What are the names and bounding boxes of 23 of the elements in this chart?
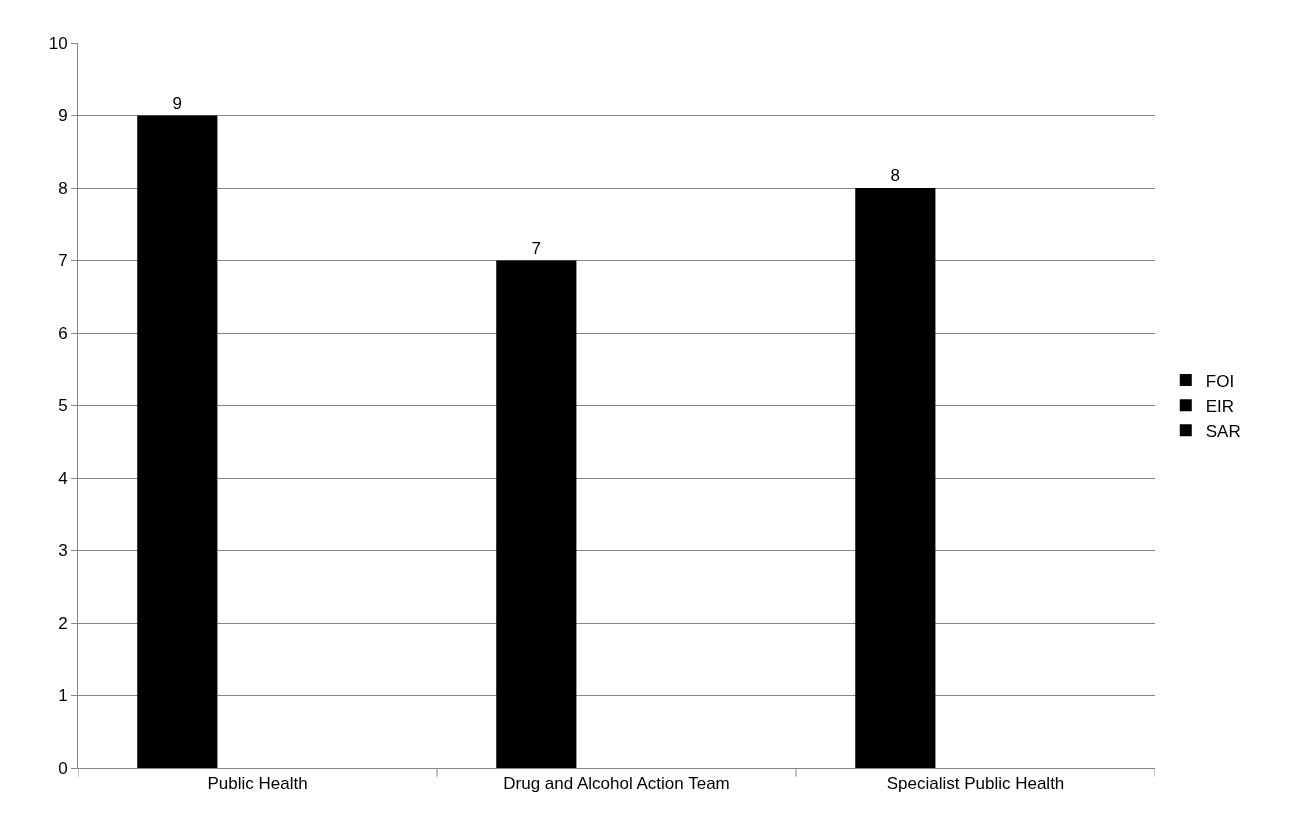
y-tick-label: 5 — [58, 396, 68, 416]
data-label: 8 — [890, 166, 901, 185]
y-tick-label: 9 — [58, 106, 68, 126]
y-tick-label: 7 — [58, 251, 68, 271]
y-tick-label: 2 — [58, 613, 68, 633]
data-label: 7 — [531, 238, 542, 258]
data-label: 9 — [172, 93, 183, 113]
y-tick-label: 1 — [58, 686, 68, 706]
y-tick-label: 0 — [58, 758, 68, 778]
legend-label: FOI — [1205, 371, 1235, 391]
bar — [496, 260, 577, 768]
bar — [855, 188, 936, 768]
y-tick-label: 3 — [58, 541, 68, 561]
x-tick-label: Public Health — [207, 774, 308, 794]
x-tick-label: Drug and Alcohol Action Team — [503, 774, 730, 794]
x-tick-label: Specialist Public Health — [886, 774, 1065, 794]
y-tick-label: 6 — [58, 323, 68, 343]
y-tick-label: 10 — [48, 33, 68, 53]
y-tick-label: 8 — [58, 178, 68, 198]
bar — [137, 115, 218, 768]
legend-label: SAR — [1205, 421, 1241, 441]
y-tick-label: 4 — [58, 468, 68, 488]
legend-label: EIR — [1205, 396, 1235, 416]
